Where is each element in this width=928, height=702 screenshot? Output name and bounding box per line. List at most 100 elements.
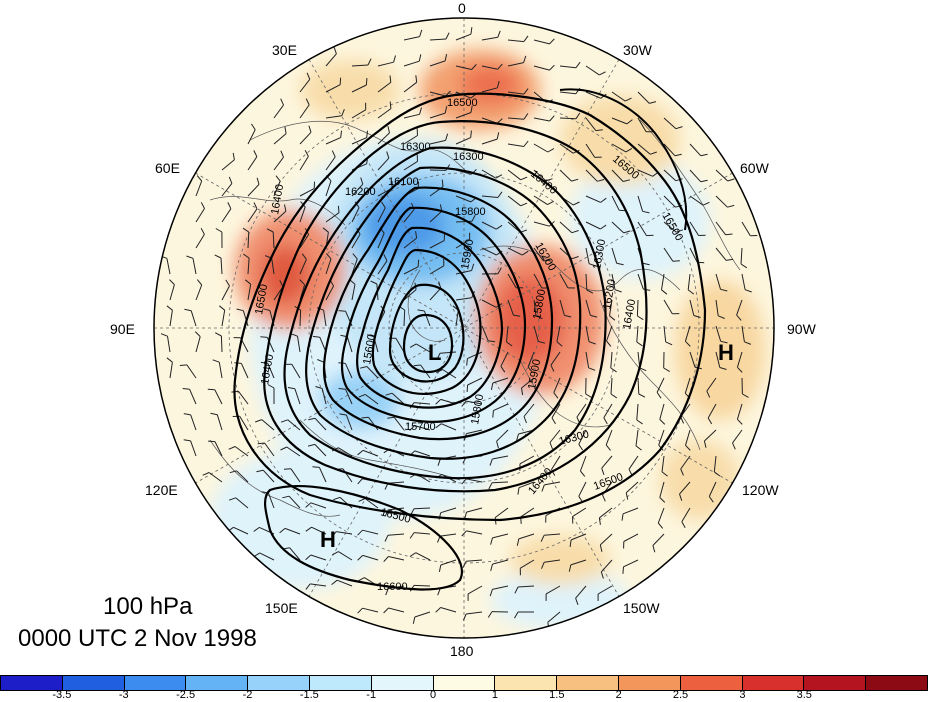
wind-barb xyxy=(242,310,249,327)
wind-barb xyxy=(663,221,677,233)
wind-barb xyxy=(273,133,287,145)
wind-barb xyxy=(689,299,695,316)
wind-barb-flag xyxy=(541,562,545,569)
wind-barb xyxy=(364,498,379,509)
wind-barb xyxy=(189,389,197,405)
wind-barb xyxy=(689,143,702,157)
wind-barb xyxy=(679,481,691,495)
colorbar-tick-label: -1 xyxy=(366,689,377,701)
wind-barb-flag xyxy=(521,387,524,396)
wind-barb xyxy=(273,181,281,197)
colorbar-tick-label: 1 xyxy=(491,689,498,701)
wind-barb xyxy=(466,478,483,483)
wind-barb-flag xyxy=(389,75,392,83)
longitude-label-60e: 60E xyxy=(155,160,180,176)
coastlines xyxy=(209,119,741,517)
wind-barb-flag xyxy=(279,280,284,287)
wind-barb-flag xyxy=(595,129,603,132)
wind-barb xyxy=(387,481,405,484)
wind-barb xyxy=(481,169,497,179)
colorbar-segment xyxy=(866,676,927,690)
colorbar-segment xyxy=(62,676,125,690)
colorbar-tick-label: 0 xyxy=(430,689,437,701)
colorbar-tick-label: 3.5 xyxy=(796,689,812,701)
colorbar-tick-label: 2.5 xyxy=(672,689,689,701)
wind-barb-flag xyxy=(679,493,683,501)
wind-barb xyxy=(637,117,647,133)
wind-barb xyxy=(549,429,561,443)
wind-barb-flag xyxy=(316,307,324,311)
wind-barb xyxy=(556,325,561,342)
wind-barb-flag xyxy=(438,281,442,289)
wind-barb-flag xyxy=(726,258,734,261)
wind-barb xyxy=(325,180,332,197)
wind-barb xyxy=(267,492,275,509)
wind-barb-flag xyxy=(284,126,287,134)
wind-barb xyxy=(195,180,203,197)
wind-barb xyxy=(684,377,691,394)
wind-barb xyxy=(467,377,483,386)
wind-barb xyxy=(611,221,625,234)
wind-barb-flag xyxy=(496,132,500,140)
wind-barb-flag xyxy=(622,566,624,574)
wind-barb-flag xyxy=(200,227,205,235)
wind-barb xyxy=(576,403,587,418)
wind-barb-flag xyxy=(333,47,337,54)
wind-barb xyxy=(362,449,379,457)
wind-barb xyxy=(518,533,535,540)
wind-barb xyxy=(261,419,275,431)
wind-barb-flag xyxy=(409,343,417,348)
wind-barb xyxy=(715,195,728,208)
wind-barb xyxy=(377,132,390,145)
wind-barb-flag xyxy=(419,29,423,37)
wind-barb xyxy=(440,533,457,537)
wind-barb-flag xyxy=(588,263,596,267)
wind-barb-flag xyxy=(649,101,657,104)
wind-barb xyxy=(362,554,379,561)
wind-barb-flag xyxy=(703,440,707,448)
wind-barb-flag xyxy=(202,472,210,476)
colorbar-segment xyxy=(371,676,434,690)
wind-barb-flag xyxy=(256,469,264,473)
wind-barb xyxy=(186,364,197,379)
wind-barb xyxy=(325,137,341,145)
wind-barb-flag xyxy=(599,71,606,76)
wind-barb xyxy=(429,38,447,41)
wind-barb xyxy=(689,195,704,206)
colorbar-tick-label: 1.5 xyxy=(549,689,565,701)
wind-barb xyxy=(689,169,702,183)
wind-barb xyxy=(440,507,457,514)
wind-barb-flag xyxy=(496,441,499,449)
wind-barb xyxy=(715,273,721,290)
wind-barb-flag xyxy=(575,598,579,605)
longitude-label-90e: 90E xyxy=(110,321,135,337)
wind-barb-flag xyxy=(676,229,684,233)
wind-barb-flag xyxy=(700,153,708,157)
contour-label: 16400 xyxy=(269,183,286,215)
wind-barb-flag xyxy=(553,392,559,399)
wind-barb-flag xyxy=(445,133,449,141)
wind-barb xyxy=(403,237,417,249)
longitude-label-120w: 120W xyxy=(742,482,779,498)
wind-barb-flag xyxy=(661,289,668,295)
wind-barb-flag xyxy=(227,202,232,209)
wind-barb-flag xyxy=(706,390,711,398)
wind-barb xyxy=(656,377,665,393)
wind-barb-flag xyxy=(218,305,226,311)
wind-barb xyxy=(351,64,369,67)
wind-barb-flag xyxy=(725,233,733,236)
wind-barb-flag xyxy=(545,178,553,182)
wind-barb xyxy=(388,607,405,613)
wind-barb-flag xyxy=(568,564,572,572)
wind-barb xyxy=(311,526,327,535)
wind-barb xyxy=(611,143,627,153)
wind-barb xyxy=(658,429,665,446)
contour-label: 15900 xyxy=(459,238,476,270)
wind-barb xyxy=(611,273,616,290)
wind-barb-flag xyxy=(357,555,364,561)
wind-barb-flag xyxy=(702,201,710,206)
wind-barb xyxy=(415,552,431,561)
wind-barb xyxy=(559,221,573,234)
wind-barb xyxy=(388,556,405,561)
wind-barb-flag xyxy=(275,175,281,182)
